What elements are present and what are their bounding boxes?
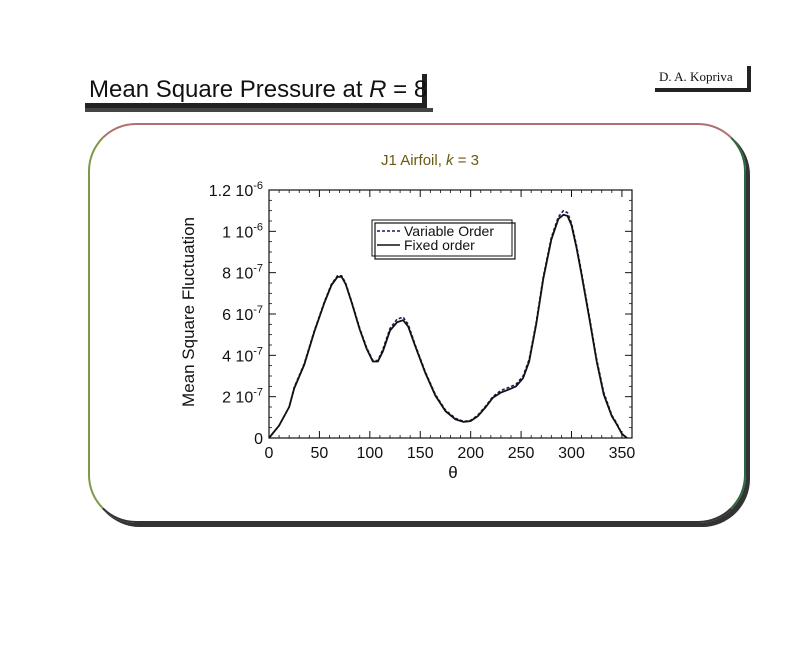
x-tick-label: 50 — [311, 445, 329, 462]
legend-box — [371, 219, 513, 257]
chart-title-prefix: J1 Airfoil, — [381, 152, 446, 169]
y-tick-label: 1.2 10-6 — [209, 180, 263, 200]
y-tick-label: 0 — [254, 431, 263, 448]
title-underline — [85, 108, 433, 112]
slide-title-prefix: Mean Square Pressure at — [89, 76, 370, 103]
x-tick-label: 100 — [356, 445, 383, 462]
author-box: D. A. Kopriva — [655, 66, 751, 92]
x-tick-label: 0 — [265, 445, 274, 462]
y-axis-label: Mean Square Fluctuation — [179, 217, 198, 407]
x-tick-label: 250 — [508, 445, 535, 462]
legend-shadow — [374, 222, 516, 260]
legend-label-0: Variable Order — [404, 223, 494, 239]
y-tick-label: 4 10-7 — [222, 345, 263, 365]
y-tick-label: 1 10-6 — [222, 221, 263, 241]
slide-title-suffix: = 8 — [386, 76, 428, 103]
x-tick-label: 150 — [407, 445, 434, 462]
slide-title: Mean Square Pressure at R = 8 — [89, 76, 427, 104]
y-tick-label: 6 10-7 — [222, 304, 263, 324]
slide-title-variable: R — [369, 76, 387, 103]
chart-title-variable: k — [446, 152, 455, 169]
author-name: D. A. Kopriva — [659, 69, 733, 84]
chart-title: J1 Airfoil, k = 3 — [381, 152, 479, 169]
chart-title-suffix: = 3 — [454, 152, 479, 169]
slide-title-box: Mean Square Pressure at R = 8 — [85, 74, 427, 108]
legend-label-1: Fixed order — [404, 237, 475, 253]
chart-frame — [88, 123, 746, 523]
x-tick-label: 300 — [558, 445, 585, 462]
y-tick-label: 8 10-7 — [222, 263, 263, 283]
x-tick-label: 350 — [609, 445, 636, 462]
x-tick-label: 200 — [457, 445, 484, 462]
y-tick-label: 2 10-7 — [222, 387, 263, 407]
x-axis-label: θ — [448, 463, 457, 482]
plot-area: 0 50 100 150 200 250 300 350 0 2 10-7 4 10-7 6 10-7… — [209, 180, 636, 462]
series-line-1 — [268, 213, 628, 439]
